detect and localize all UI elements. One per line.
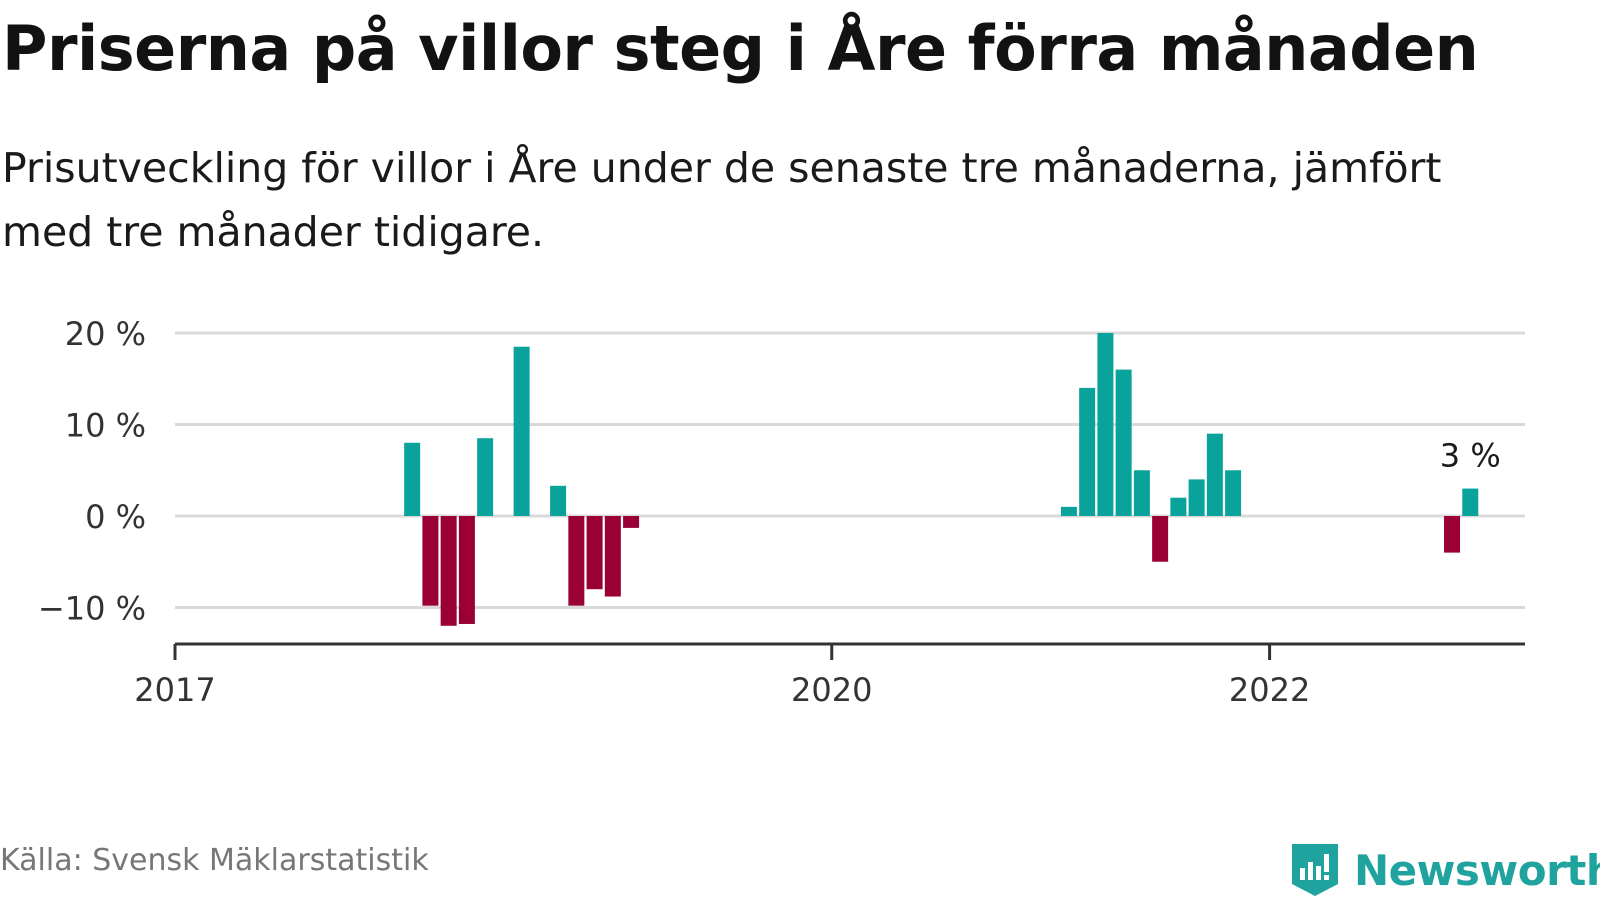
- bar-2021-08: [1170, 497, 1187, 516]
- y-tick-label: 0 %: [85, 498, 146, 536]
- bar-2021-10: [1206, 433, 1223, 516]
- bar-2018-02: [404, 442, 421, 516]
- bar-2021-07: [1152, 516, 1169, 562]
- grid-lines: [175, 331, 1525, 609]
- bar-2021-05: [1115, 369, 1132, 516]
- brand-name: Newsworthy: [1354, 845, 1600, 895]
- brand-logo[interactable]: Newsworthy: [1290, 842, 1600, 898]
- bar-2021-02: [1060, 506, 1077, 516]
- annotations: 3 %: [1440, 437, 1501, 475]
- x-axis: 2017 2020 2022: [134, 642, 1525, 709]
- y-tick-label: 10 %: [65, 407, 146, 445]
- bar-2021-04: [1097, 333, 1114, 516]
- bar-2018-12: [586, 516, 603, 590]
- bar-2018-10: [550, 485, 567, 516]
- bar-2021-11: [1225, 470, 1242, 516]
- x-tick-label: 2022: [1229, 671, 1310, 709]
- chart-title: Priserna på villor steg i Åre förra måna…: [2, 12, 1479, 85]
- bar-2018-05: [458, 516, 475, 624]
- y-tick-label: 20 %: [65, 315, 146, 353]
- y-axis-labels: 20 % 10 % 0 % −10 %: [38, 315, 146, 628]
- x-tick-label: 2017: [134, 671, 215, 709]
- source-note: Källa: Svensk Mäklarstatistik: [0, 843, 429, 878]
- bar-2018-03: [422, 516, 439, 606]
- y-tick-label: −10 %: [38, 590, 146, 628]
- bars: [404, 333, 1479, 626]
- bar-2021-09: [1188, 479, 1205, 516]
- bar-2019-02: [623, 516, 640, 528]
- newsworthy-logo-icon: [1292, 844, 1338, 896]
- chart-subtitle: Prisutveckling för villor i Åre under de…: [2, 144, 1442, 256]
- bar-2018-11: [568, 516, 585, 606]
- bar-2019-01: [604, 516, 621, 597]
- bar-2018-08: [513, 346, 530, 516]
- x-tick-label: 2020: [791, 671, 872, 709]
- bar-2018-04: [440, 516, 457, 626]
- bar-chart: 20 % 10 % 0 % −10 % 2017 2020 2022 3 %: [38, 315, 1525, 709]
- bar-2021-03: [1079, 387, 1096, 516]
- bar-2022-11: [1444, 516, 1461, 553]
- bar-2022-12: [1462, 488, 1479, 516]
- data-label-latest: 3 %: [1440, 437, 1501, 475]
- bar-2018-06: [477, 438, 494, 516]
- bar-2021-06: [1133, 470, 1150, 516]
